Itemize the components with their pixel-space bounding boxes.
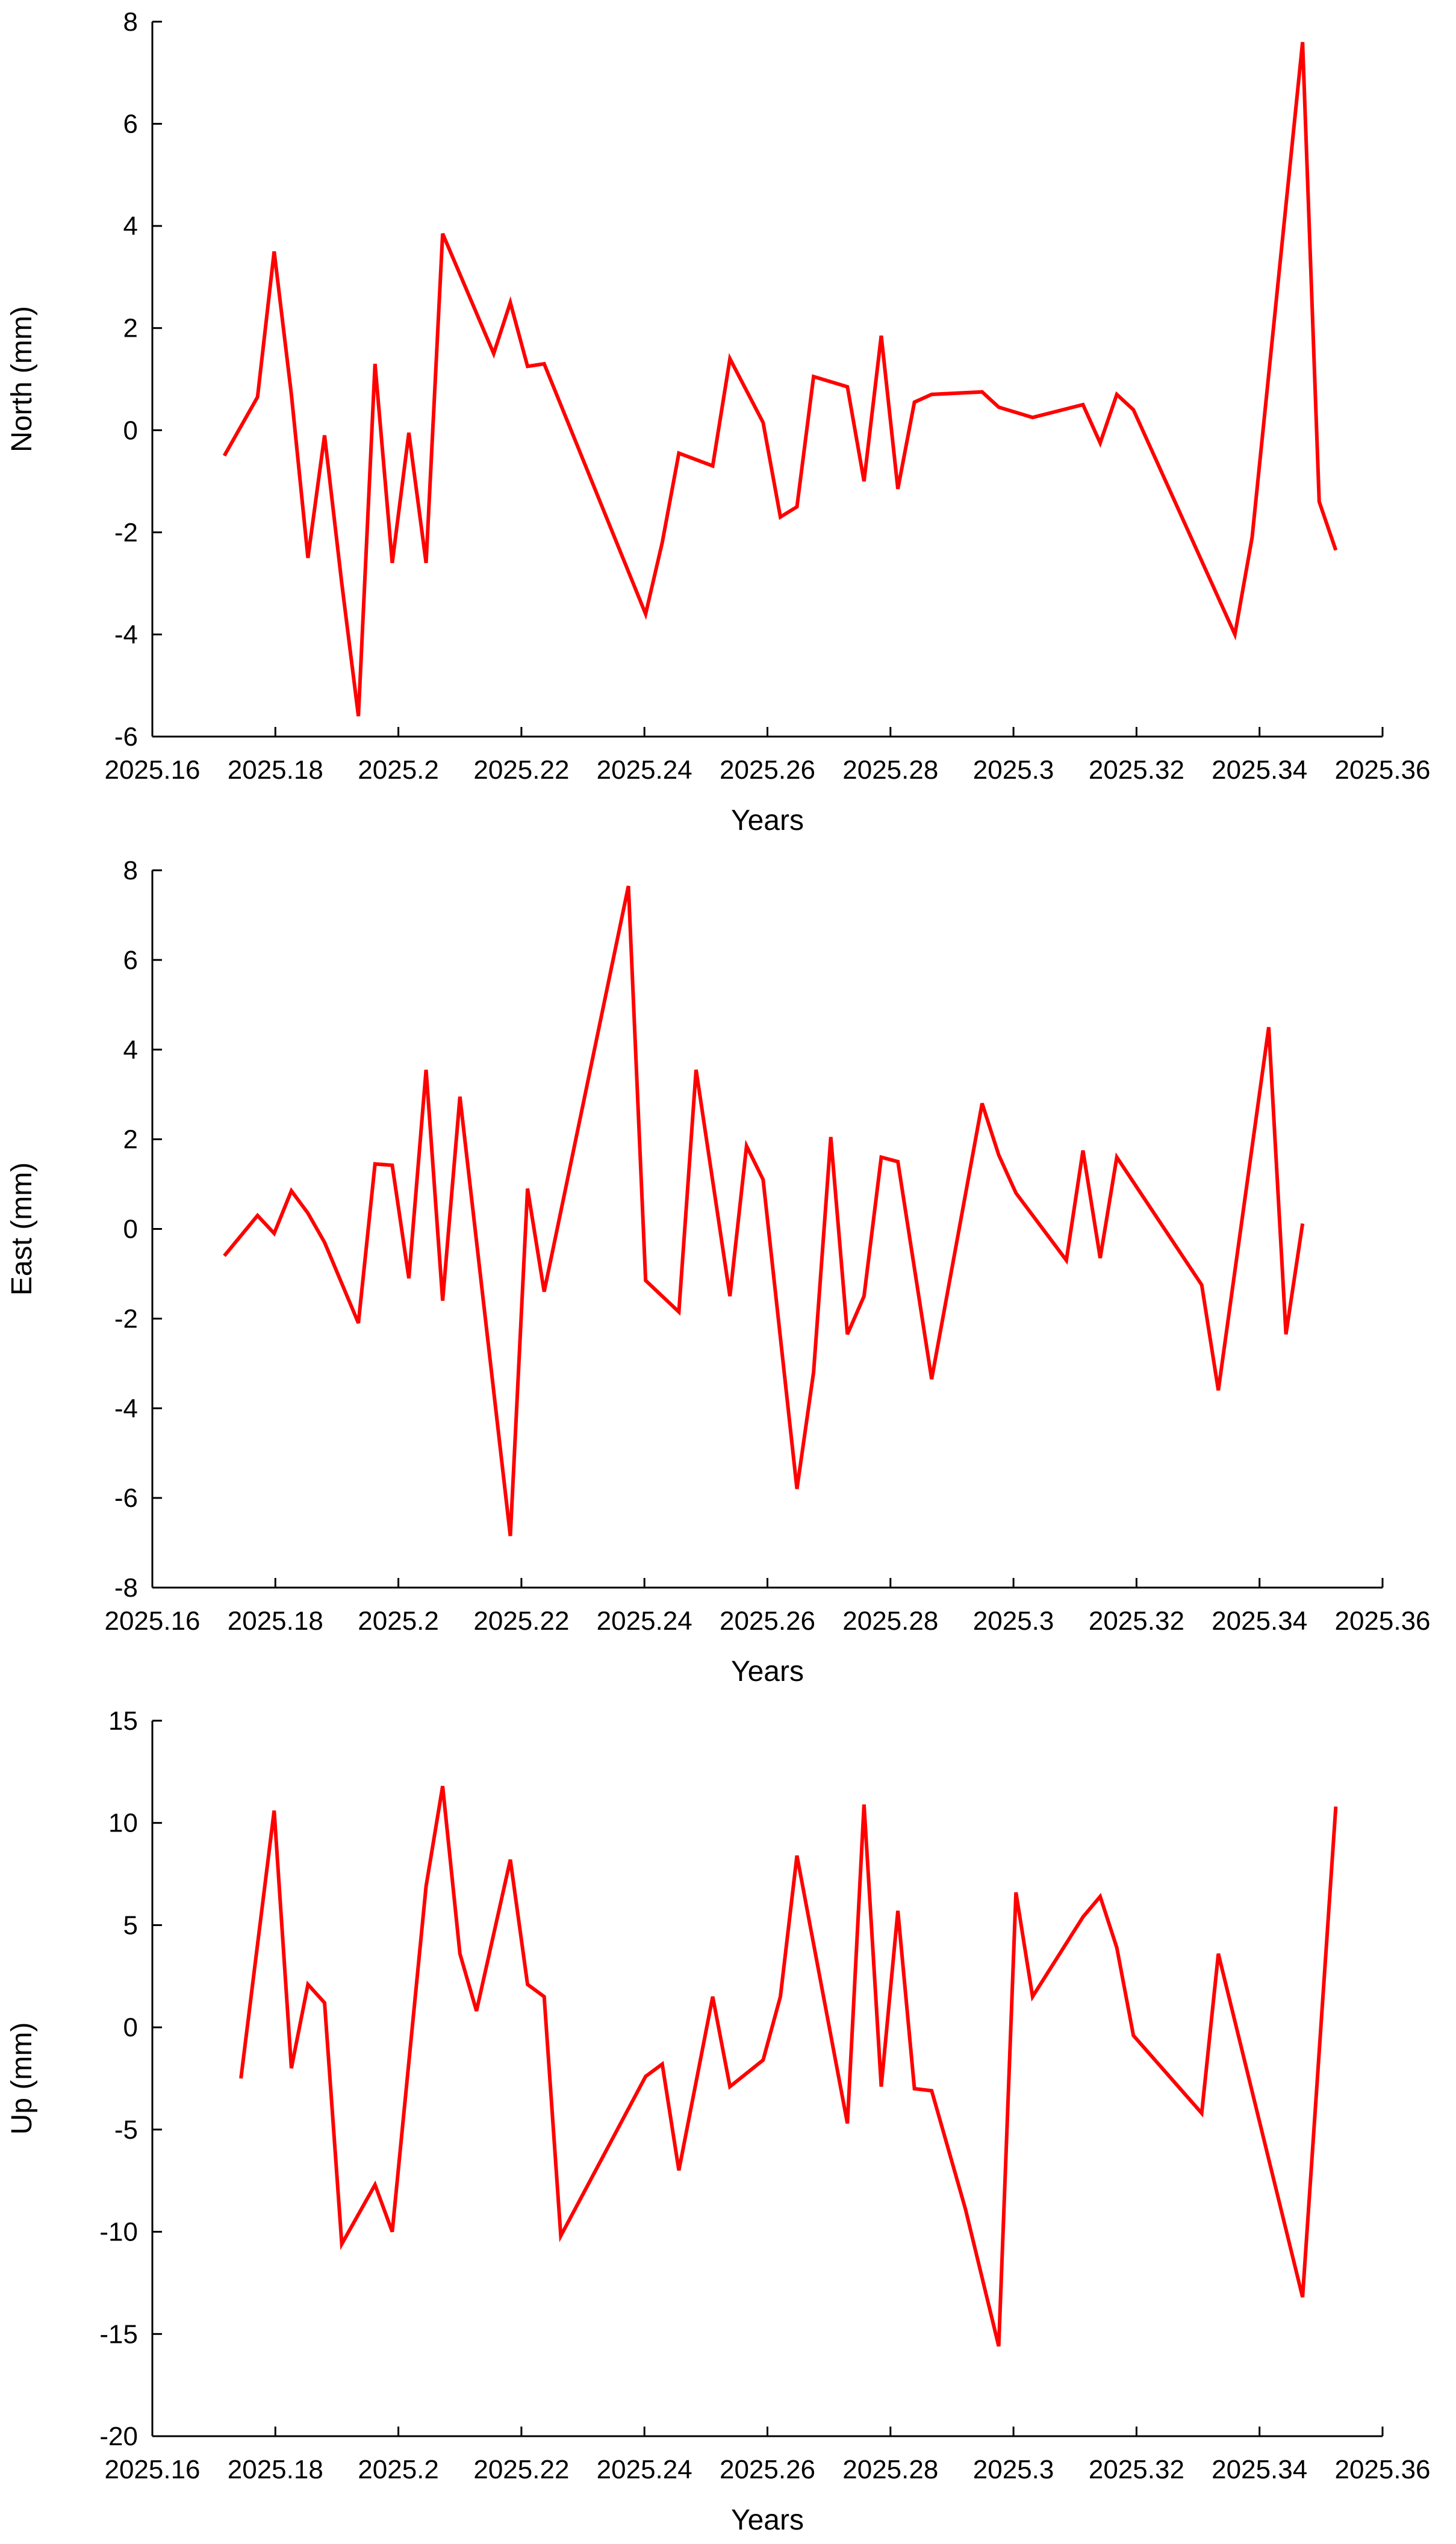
east-y-tick-label: -6	[114, 1483, 138, 1513]
north-x-tick-label: 2025.28	[842, 755, 938, 785]
up-y-tick-label: -15	[99, 2319, 138, 2349]
up-x-tick-label: 2025.18	[228, 2455, 323, 2484]
north-x-tick-label: 2025.3	[973, 755, 1054, 785]
east-y-tick-label: 0	[123, 1215, 138, 1244]
up-x-tick-label: 2025.16	[104, 2455, 200, 2484]
north-y-tick-label: 8	[123, 7, 138, 37]
north-x-axis-label: Years	[731, 805, 804, 837]
east-series-line	[223, 885, 1305, 1536]
east-y-tick-label: -8	[114, 1573, 138, 1603]
north-series-line	[222, 42, 1338, 717]
up-x-tick-label: 2025.34	[1212, 2455, 1307, 2484]
up-y-tick-label: 10	[108, 1809, 138, 1838]
east-y-tick-label: -2	[114, 1304, 138, 1333]
east-x-tick-label: 2025.22	[473, 1606, 569, 1636]
up-x-tick-label: 2025.22	[473, 2455, 569, 2484]
up-y-tick-label: 0	[123, 2013, 138, 2042]
east-y-tick-label: 8	[123, 856, 138, 885]
chart-up: -20 -15 -10 -5 0 5 10 15 2025.16 2025.18 2025.2 202…	[6, 1706, 1431, 2536]
north-y-tick-label: -4	[114, 620, 138, 649]
north-y-tick-label: 6	[123, 110, 138, 139]
east-y-tick-label: 2	[123, 1125, 138, 1155]
east-y-tick-label: 4	[123, 1035, 138, 1065]
up-y-tick-label: -10	[99, 2218, 138, 2247]
east-x-tick-label: 2025.24	[597, 1606, 692, 1636]
up-y-tick-label: 15	[108, 1706, 138, 1736]
up-x-tick-label: 2025.26	[720, 2455, 815, 2484]
up-x-axis-label: Years	[731, 2504, 804, 2536]
up-x-tick-label: 2025.24	[597, 2455, 692, 2484]
up-x-tick-label: 2025.28	[842, 2455, 938, 2484]
east-x-tick-label: 2025.18	[228, 1606, 323, 1636]
east-y-tick-label: -4	[114, 1394, 138, 1423]
north-y-axis-label: North (mm)	[6, 306, 38, 452]
north-x-tick-label: 2025.18	[228, 755, 323, 785]
north-y-tick-label: -6	[114, 722, 138, 752]
east-x-tick-label: 2025.16	[104, 1606, 200, 1636]
chart-east: -8 -6 -4 -2 0 2 4 6 8 2025.16 2025.18 2025.2 2025.22…	[6, 856, 1431, 1688]
north-y-tick-label: 0	[123, 416, 138, 445]
east-x-tick-label: 2025.34	[1212, 1606, 1307, 1636]
up-y-tick-label: -20	[99, 2422, 138, 2451]
north-y-tick-label: 4	[123, 211, 138, 241]
north-x-tick-label: 2025.24	[597, 755, 692, 785]
up-y-tick-label: -5	[114, 2115, 138, 2145]
north-x-tick-label: 2025.22	[473, 755, 569, 785]
north-x-tick-label: 2025.32	[1089, 755, 1184, 785]
north-x-tick-label: 2025.2	[358, 755, 439, 785]
north-y-tick-label: -2	[114, 518, 138, 547]
north-y-tick-label: 2	[123, 314, 138, 343]
up-x-tick-label: 2025.2	[358, 2455, 439, 2484]
east-y-axis-label: East (mm)	[6, 1162, 38, 1295]
up-x-tick-label: 2025.36	[1334, 2455, 1430, 2484]
east-x-tick-label: 2025.2	[358, 1606, 439, 1636]
up-x-tick-label: 2025.32	[1089, 2455, 1184, 2484]
east-x-tick-label: 2025.26	[720, 1606, 815, 1636]
east-x-tick-label: 2025.28	[842, 1606, 938, 1636]
up-series-line	[239, 1786, 1338, 2347]
east-x-tick-label: 2025.3	[973, 1606, 1054, 1636]
north-x-tick-label: 2025.26	[720, 755, 815, 785]
east-x-tick-label: 2025.32	[1089, 1606, 1184, 1636]
up-y-axis-label: Up (mm)	[6, 2022, 38, 2135]
east-x-tick-label: 2025.36	[1334, 1606, 1430, 1636]
east-x-axis-label: Years	[731, 1656, 804, 1688]
chart-north: -6 -4 -2 0 2 4 6 8 2025.16 2025.18 2025.2 2025.22 20…	[6, 7, 1431, 837]
up-x-tick-label: 2025.3	[973, 2455, 1054, 2484]
north-x-tick-label: 2025.36	[1334, 755, 1430, 785]
north-x-tick-label: 2025.34	[1212, 755, 1307, 785]
up-y-tick-label: 5	[123, 1910, 138, 1940]
north-x-tick-label: 2025.16	[104, 755, 200, 785]
east-y-tick-label: 6	[123, 946, 138, 975]
